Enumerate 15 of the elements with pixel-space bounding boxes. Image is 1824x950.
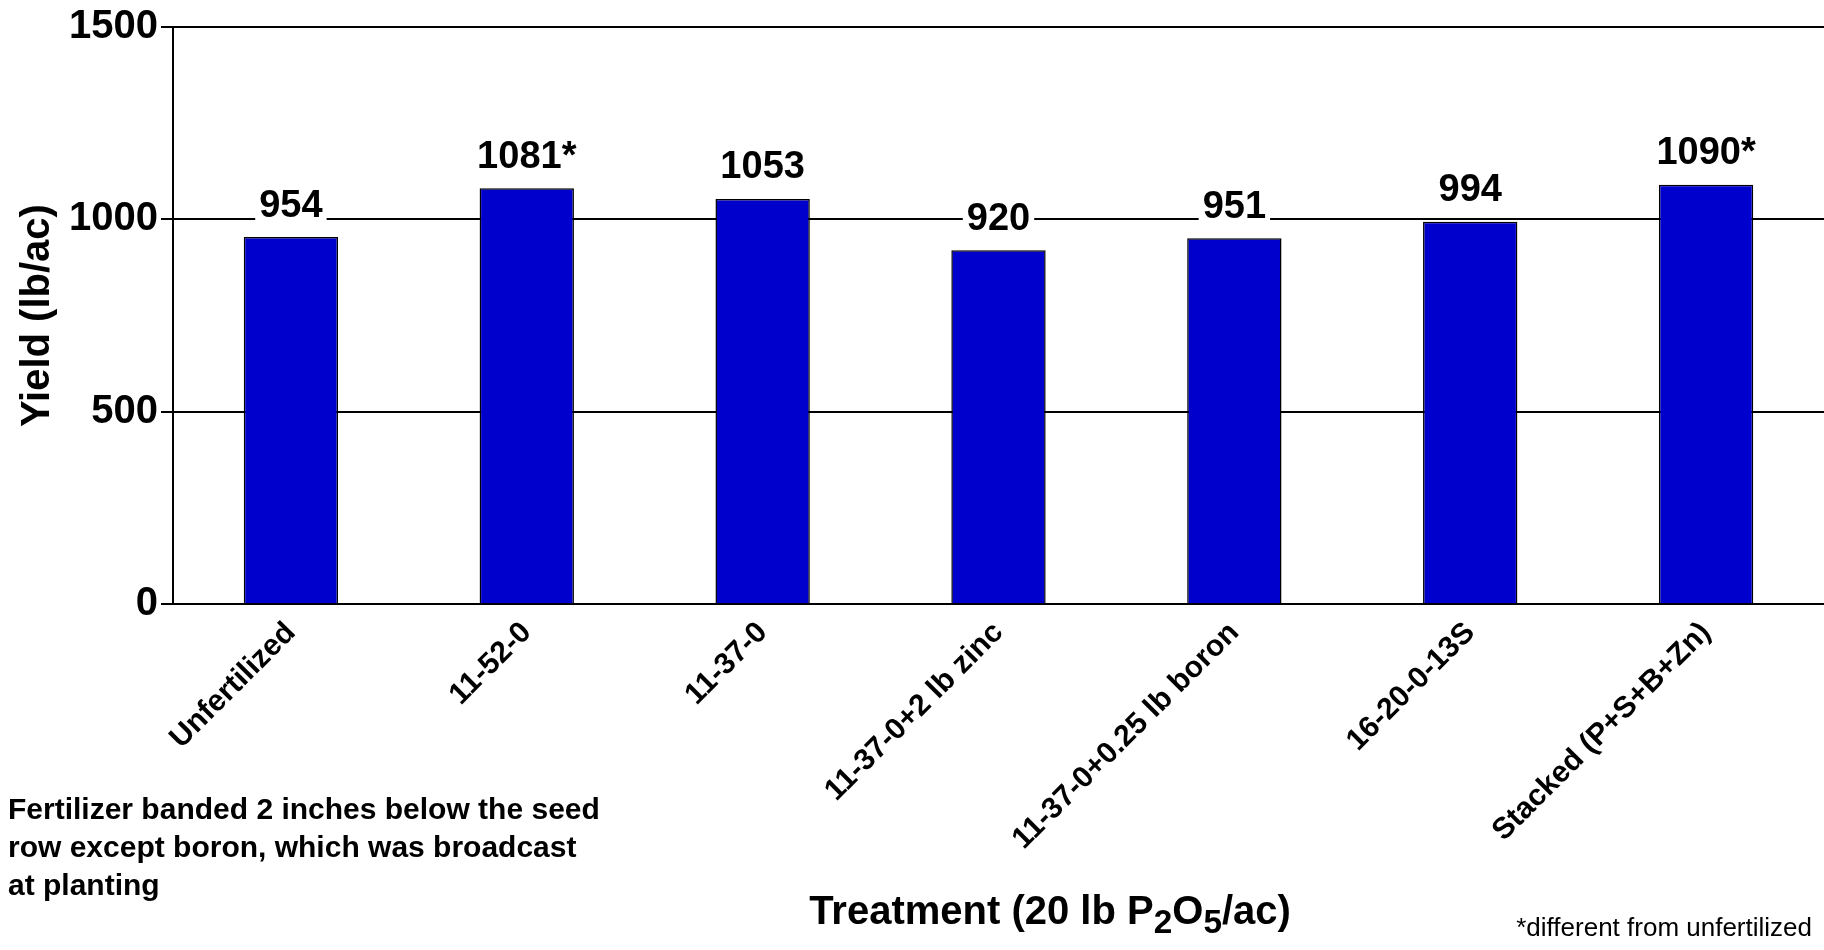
y-tick-label: 0: [135, 579, 158, 624]
y-tick-label: 1000: [69, 194, 158, 239]
data-label: 920: [966, 195, 1031, 238]
y-tick-label: 500: [91, 386, 158, 431]
data-label: 994: [1438, 167, 1502, 210]
data-label: 1081*: [477, 133, 577, 176]
text: Fertilizer banded 2 inches below the seed row except boron, which was broadcast at planting: [8, 791, 601, 903]
data-label: 1053: [720, 144, 805, 187]
data-label: 951: [1202, 183, 1267, 226]
text: *different from unfertilized: [1516, 912, 1812, 943]
y-axis-title: Yield (lb/ac): [13, 204, 58, 428]
x-axis-title: Treatment (20 lb P$_{2}$O$_{5}$/ac): [808, 888, 1292, 941]
y-tick-label: 1500: [69, 2, 158, 47]
data-label: 954: [259, 182, 323, 225]
data-label: 1090*: [1656, 130, 1756, 173]
